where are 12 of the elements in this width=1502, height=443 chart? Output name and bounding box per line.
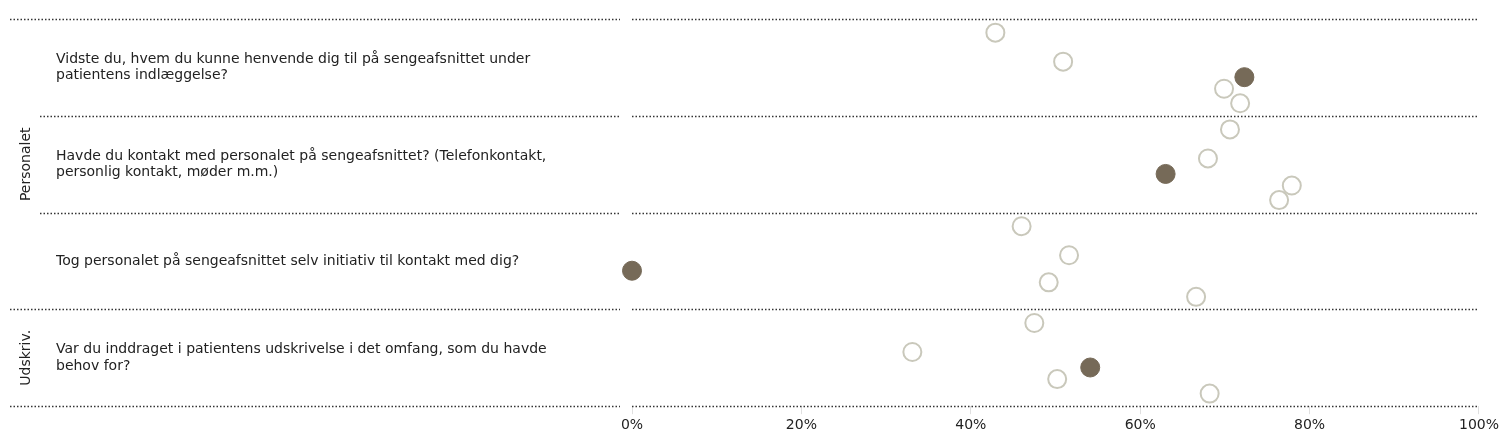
x-tick-label: 60% <box>1124 416 1156 433</box>
y-tick-label: Tog personalet på sengeafsnittet selv initiativ til kontakt med dig? <box>55 251 520 268</box>
y-tick-label: Vidste du, hvem du kunne henvende dig til på sengeafsnittet under patientens indlæggelse? <box>56 50 531 83</box>
x-tick-label: 100% <box>1458 416 1499 433</box>
x-tick-label: 80% <box>1294 416 1326 433</box>
text: Personalet <box>16 126 33 202</box>
x-tick-label: 20% <box>785 416 817 433</box>
x-tick-label: 40% <box>955 416 987 433</box>
y-tick-label: Havde du kontakt med personalet på sengeafsnittet? (Telefonkontakt, personlig kontakt, møder m.m.) <box>56 146 547 179</box>
text: Udskriv. <box>16 329 33 386</box>
x-tick-label: 0% <box>620 416 644 433</box>
y-tick-label: Var du inddraget i patientens udskrivelse i det omfang, som du havde behov for? <box>56 340 547 373</box>
